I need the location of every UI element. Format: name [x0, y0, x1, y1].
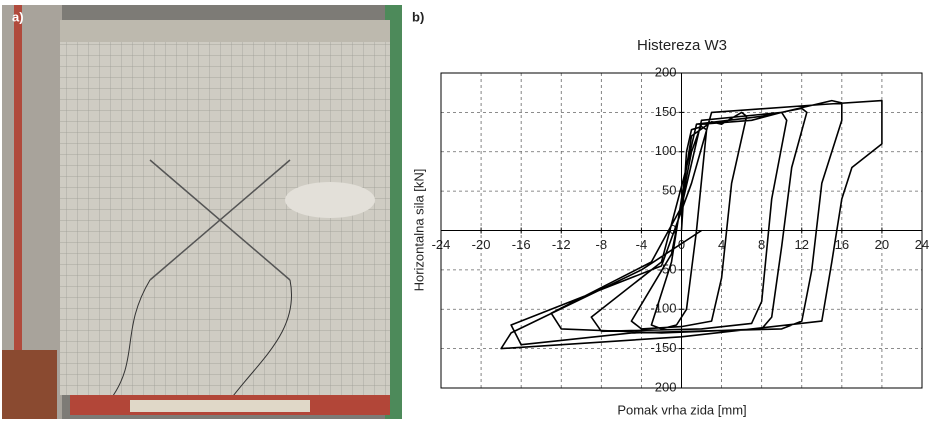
chart-title: Histereza W3	[637, 37, 727, 54]
x-tick-label: 20	[875, 237, 889, 252]
y-tick-label: 200	[655, 64, 677, 79]
x-tick-label: 8	[758, 237, 765, 252]
x-tick-label: -12	[552, 237, 571, 252]
x-tick-label: -4	[636, 237, 648, 252]
x-tick-label: -20	[472, 237, 491, 252]
x-tick-label: 16	[835, 237, 849, 252]
y-tick-label: 150	[655, 104, 677, 119]
y-tick-label: -150	[650, 340, 676, 355]
x-tick-label: -8	[596, 237, 608, 252]
x-tick-label: 12	[795, 237, 809, 252]
photo: a)	[2, 5, 402, 419]
x-axis-label: Pomak vrha zida [mm]	[617, 402, 746, 417]
panel-label: a)	[12, 9, 24, 24]
y-axis-label: Horizontalna sila [kN]	[411, 169, 426, 292]
figure: a) b) Histereza W3 Pomak vrha zida [mm] …	[0, 0, 936, 422]
panel-label: b)	[412, 9, 424, 24]
x-tick-label: -16	[512, 237, 531, 252]
y-tick-label: 50	[662, 183, 676, 198]
y-tick-label: -200	[650, 379, 676, 394]
y-tick-label: 100	[655, 143, 677, 158]
hysteresis-line	[501, 101, 882, 349]
